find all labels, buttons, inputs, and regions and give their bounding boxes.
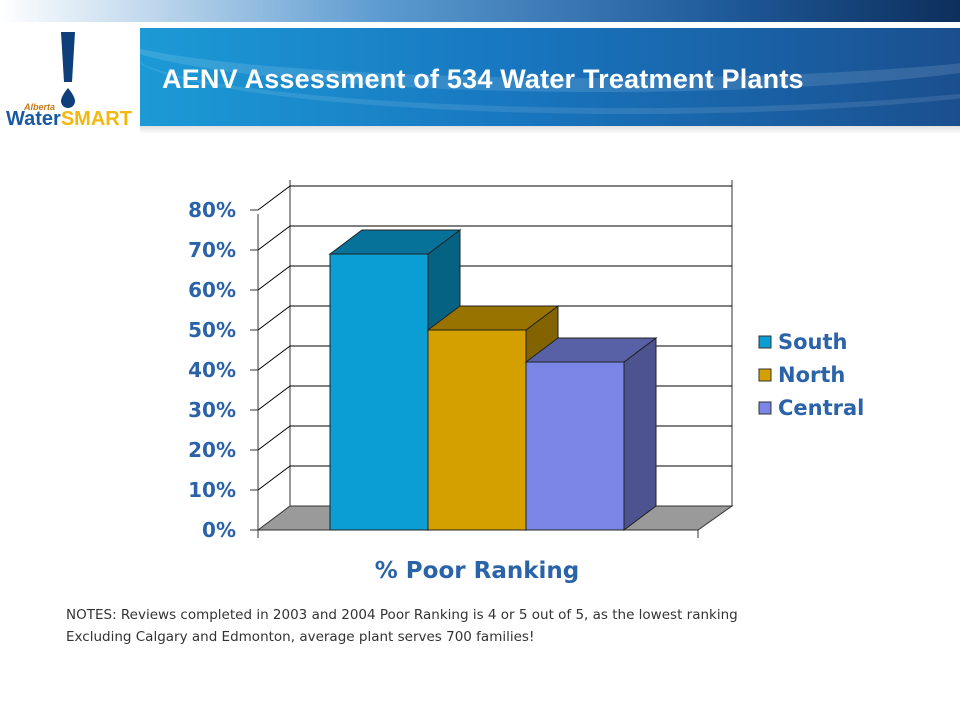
gridline-side	[257, 345, 291, 371]
exclamation-icon	[61, 32, 75, 108]
gridline-side	[257, 385, 291, 411]
gridline-side	[257, 265, 291, 291]
bar-south	[329, 253, 429, 531]
top-decor-bar	[0, 0, 960, 22]
y-tick-label: 40%	[188, 358, 236, 382]
bar-chart: 0% 10% 20% 30% 40% 50% 60% 70% 80% % Poor Ranking…	[188, 180, 864, 584]
y-tick-label: 30%	[188, 398, 236, 422]
gridline-side	[257, 305, 291, 331]
y-tick-label: 70%	[188, 238, 236, 262]
y-tick-label: 80%	[188, 198, 236, 222]
y-tick-label: 20%	[188, 438, 236, 462]
bar-north	[427, 329, 527, 531]
legend-swatch-north	[758, 368, 772, 382]
y-tick-label: 10%	[188, 478, 236, 502]
side-wall	[258, 180, 290, 530]
bar-central	[525, 361, 625, 531]
notes-line-2: Excluding Calgary and Edmonton, average …	[66, 629, 535, 645]
legend-label-south: South	[778, 330, 848, 354]
title-banner: AENV Assessment of 534 Water Treatment P…	[140, 28, 960, 126]
y-tick-label: 50%	[188, 318, 236, 342]
gridline-side	[257, 465, 291, 491]
logo-alberta-text: Alberta	[24, 102, 56, 112]
x-axis-label: % Poor Ranking	[375, 558, 579, 584]
legend-swatch-south	[758, 335, 772, 349]
logo-brand-water: Water	[6, 108, 61, 130]
gridline-side	[257, 425, 291, 451]
y-tick-label: 0%	[202, 518, 236, 542]
notes-line-1: NOTES: Reviews completed in 2003 and 200…	[66, 607, 738, 623]
y-tick-label: 60%	[188, 278, 236, 302]
legend-swatch-central	[758, 401, 772, 415]
legend-label-north: North	[778, 363, 845, 387]
logo-brand-smart: SMART	[60, 108, 132, 130]
legend-label-central: Central	[778, 396, 864, 420]
bar-side-central	[623, 337, 657, 531]
gridline-side	[257, 185, 291, 211]
banner-shadow	[140, 126, 960, 134]
logo-brand-text: WaterSMART	[6, 108, 132, 131]
alberta-watersmart-logo: Alberta WaterSMART	[0, 28, 140, 131]
gridline-side	[257, 225, 291, 251]
notes-text: NOTES: Reviews completed in 2003 and 200…	[66, 604, 738, 648]
page-title: AENV Assessment of 534 Water Treatment P…	[162, 64, 804, 94]
